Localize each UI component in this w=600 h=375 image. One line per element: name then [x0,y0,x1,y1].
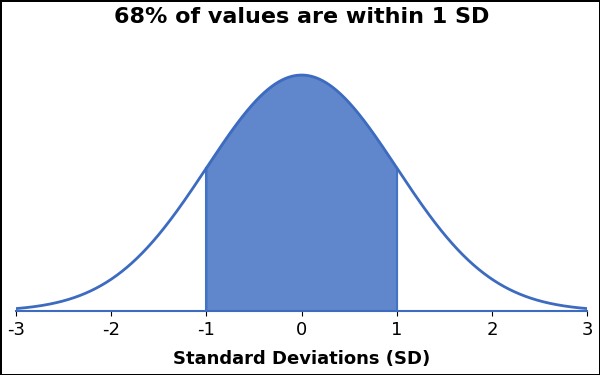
Title: 68% of values are within 1 SD: 68% of values are within 1 SD [114,7,490,27]
X-axis label: Standard Deviations (SD): Standard Deviations (SD) [173,350,430,368]
